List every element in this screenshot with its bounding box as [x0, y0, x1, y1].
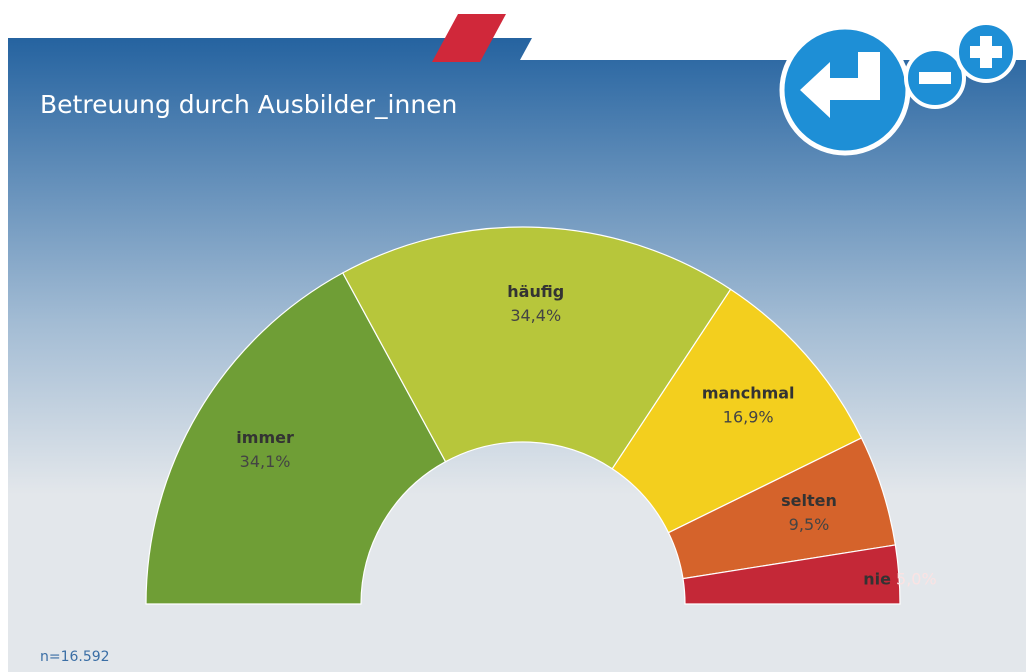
sample-note: n=16.592 — [40, 649, 110, 665]
chart-title: Betreuung durch Ausbilder_innen — [40, 90, 457, 119]
segment-label: manchmal — [702, 383, 795, 402]
value-label: 9,5% — [789, 515, 830, 534]
back-button[interactable] — [779, 24, 911, 156]
value-label: 34,4% — [510, 306, 561, 325]
category-name: nie — [863, 569, 891, 588]
segment-label: häufig — [507, 282, 564, 301]
segment-label: nie 5,0% — [863, 569, 936, 588]
zoom-out-button[interactable] — [904, 47, 966, 109]
value-label: 34,1% — [240, 452, 291, 471]
zoom-in-button[interactable] — [955, 21, 1017, 83]
value-label: 16,9% — [723, 407, 774, 426]
segment — [145, 272, 447, 605]
value-label: 5,0% — [896, 569, 937, 588]
segment — [341, 226, 732, 470]
segment-label: selten — [781, 491, 837, 510]
segment-label: immer — [236, 428, 294, 447]
decor-stripe — [432, 14, 506, 62]
segment — [682, 544, 901, 605]
